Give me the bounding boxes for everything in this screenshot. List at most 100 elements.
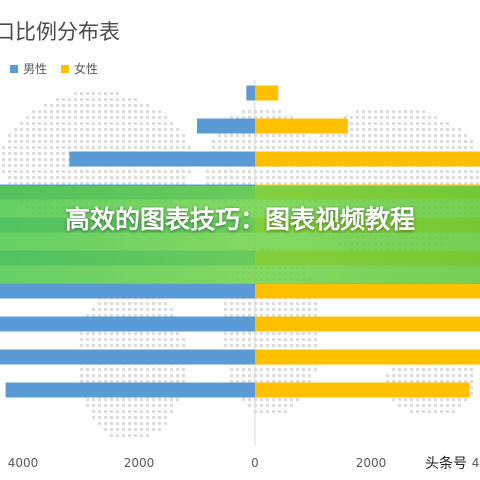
map-dot	[428, 374, 431, 377]
map-dot	[260, 182, 263, 185]
map-dot	[104, 410, 107, 413]
map-dot	[158, 134, 161, 137]
map-dot	[230, 176, 233, 179]
map-dot	[104, 134, 107, 137]
map-dot	[164, 416, 167, 419]
map-dot	[392, 374, 395, 377]
map-dot	[122, 146, 125, 149]
map-dot	[128, 380, 131, 383]
map-dot	[134, 146, 137, 149]
map-dot	[386, 134, 389, 137]
map-dot	[278, 344, 281, 347]
map-dot	[464, 380, 467, 383]
map-dot	[458, 368, 461, 371]
map-dot	[350, 140, 353, 143]
map-dot	[92, 176, 95, 179]
map-dot	[146, 422, 149, 425]
map-dot	[140, 338, 143, 341]
map-dot	[392, 176, 395, 179]
map-dot	[446, 410, 449, 413]
map-dot	[86, 104, 89, 107]
map-dot	[98, 404, 101, 407]
map-dot	[392, 182, 395, 185]
map-dot	[326, 146, 329, 149]
map-dot	[476, 170, 479, 173]
map-dot	[110, 368, 113, 371]
map-dot	[266, 398, 269, 401]
map-dot	[134, 380, 137, 383]
map-dot	[398, 128, 401, 131]
map-dot	[176, 338, 179, 341]
map-dot	[368, 146, 371, 149]
map-dot	[392, 110, 395, 113]
map-dot	[122, 428, 125, 431]
map-dot	[290, 302, 293, 305]
map-dot	[146, 104, 149, 107]
map-dot	[122, 134, 125, 137]
map-dot	[398, 116, 401, 119]
map-dot	[134, 98, 137, 101]
map-dot	[374, 182, 377, 185]
map-dot	[158, 398, 161, 401]
map-dot	[128, 338, 131, 341]
map-dot	[158, 308, 161, 311]
map-dot	[152, 422, 155, 425]
map-dot	[248, 398, 251, 401]
map-dot	[158, 122, 161, 125]
map-dot	[104, 104, 107, 107]
map-dot	[290, 344, 293, 347]
map-dot	[242, 170, 245, 173]
map-dot	[92, 344, 95, 347]
map-dot	[86, 128, 89, 131]
map-dot	[158, 110, 161, 113]
map-dot	[296, 308, 299, 311]
map-dot	[68, 182, 71, 185]
map-dot	[182, 182, 185, 185]
map-dot	[110, 116, 113, 119]
map-dot	[164, 398, 167, 401]
map-dot	[92, 134, 95, 137]
map-dot	[380, 182, 383, 185]
map-dot	[368, 122, 371, 125]
map-dot	[92, 182, 95, 185]
map-dot	[140, 398, 143, 401]
map-dot	[128, 182, 131, 185]
map-dot	[170, 398, 173, 401]
map-dot	[428, 170, 431, 173]
map-dot	[146, 374, 149, 377]
map-dot	[272, 134, 275, 137]
map-dot	[62, 182, 65, 185]
map-dot	[422, 176, 425, 179]
map-dot	[44, 128, 47, 131]
map-dot	[158, 404, 161, 407]
map-dot	[92, 374, 95, 377]
map-dot	[146, 140, 149, 143]
map-dot	[44, 158, 47, 161]
map-dot	[380, 110, 383, 113]
map-dot	[296, 368, 299, 371]
map-dot	[92, 332, 95, 335]
map-dot	[362, 182, 365, 185]
map-dot	[164, 170, 167, 173]
map-dot	[236, 170, 239, 173]
map-dot	[104, 308, 107, 311]
map-dot	[242, 134, 245, 137]
map-dot	[302, 380, 305, 383]
map-dot	[296, 338, 299, 341]
map-dot	[248, 170, 251, 173]
map-dot	[152, 176, 155, 179]
map-dot	[122, 104, 125, 107]
map-dot	[284, 398, 287, 401]
map-dot	[422, 140, 425, 143]
map-dot	[140, 404, 143, 407]
map-dot	[356, 134, 359, 137]
map-dot	[56, 164, 59, 167]
map-dot	[332, 170, 335, 173]
map-dot	[164, 146, 167, 149]
map-dot	[176, 146, 179, 149]
map-dot	[98, 134, 101, 137]
map-dot	[182, 338, 185, 341]
map-dot	[392, 122, 395, 125]
map-dot	[368, 116, 371, 119]
map-dot	[452, 380, 455, 383]
